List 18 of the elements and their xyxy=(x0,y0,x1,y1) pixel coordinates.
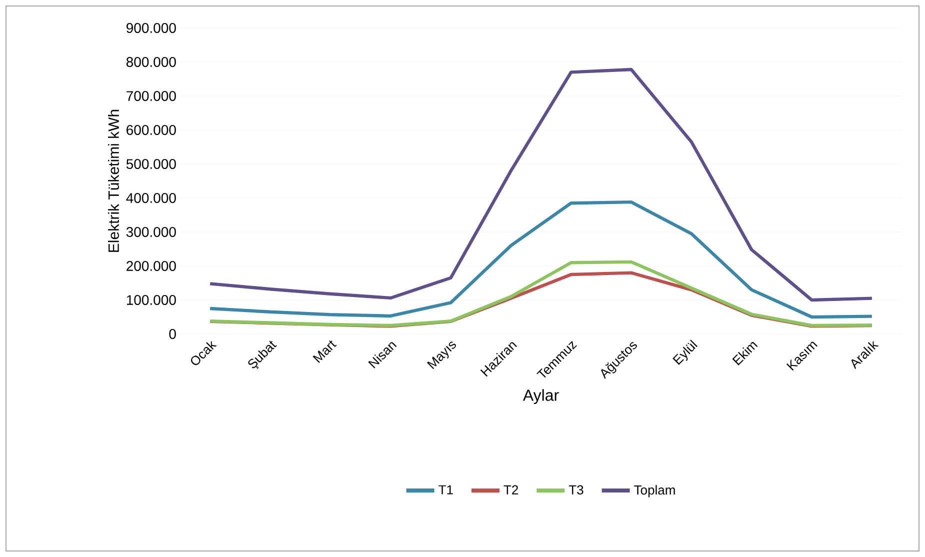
y-tick-label: 700.000 xyxy=(126,91,176,101)
y-axis-title: Elektrik Tüketimi kWh xyxy=(108,110,119,252)
line-series xyxy=(208,200,874,319)
y-tick-label: 300.000 xyxy=(126,227,176,237)
y-tick-label: 800.000 xyxy=(126,57,176,67)
y-tick-label: 100.000 xyxy=(126,295,176,305)
x-axis-title: Aylar xyxy=(522,389,559,404)
legend-label: T3 xyxy=(568,485,584,494)
legend-label: Toplam xyxy=(634,485,675,498)
y-tick-label: 600.000 xyxy=(126,125,176,135)
line-series xyxy=(208,68,874,302)
legend-label: T2 xyxy=(504,485,518,494)
y-tick-label: 900.000 xyxy=(126,23,176,33)
y-tick-label: 500.000 xyxy=(126,159,176,169)
legend-label: T1 xyxy=(438,485,453,494)
y-tick-label: 200.000 xyxy=(126,261,176,271)
y-tick-label: 0 xyxy=(169,329,176,339)
y-tick-label: 400.000 xyxy=(126,193,176,203)
